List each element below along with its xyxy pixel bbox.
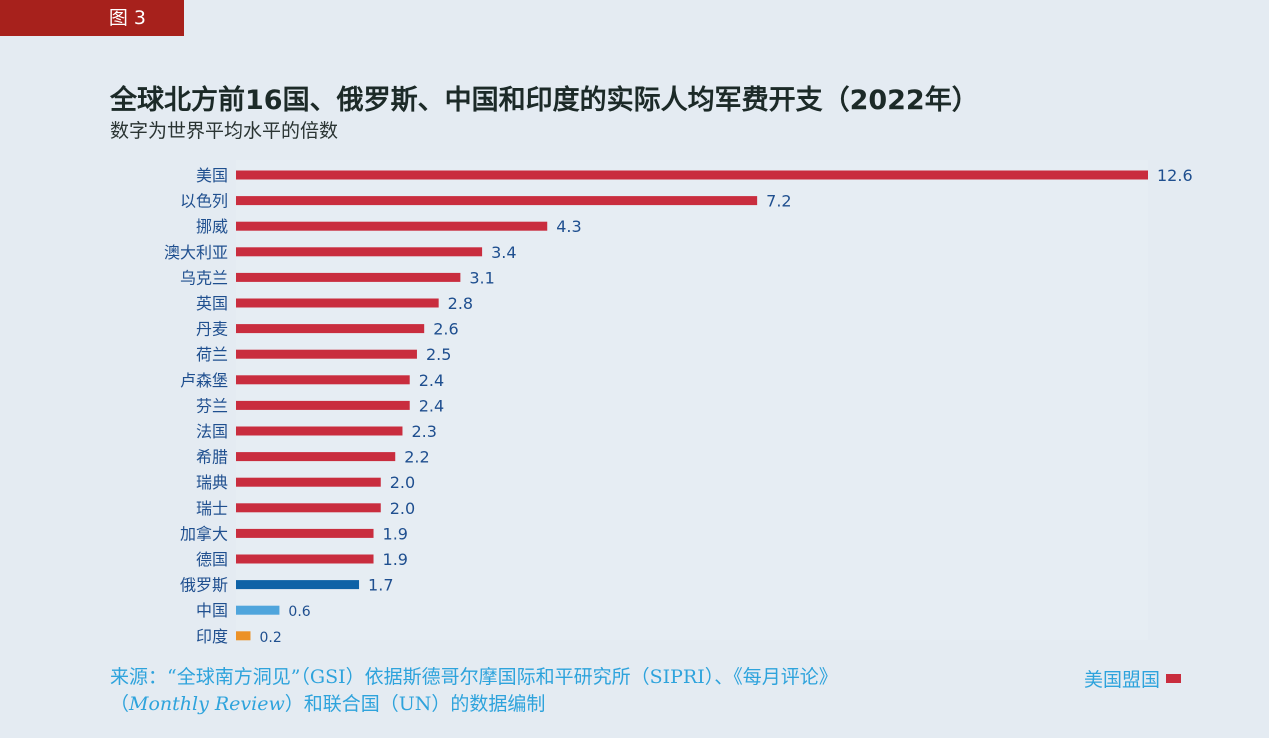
category-label: 法国 (196, 422, 228, 441)
legend-swatch (1166, 674, 1182, 683)
bar (236, 272, 461, 282)
bar (236, 554, 374, 564)
bar (236, 503, 381, 513)
plot-area (236, 160, 1148, 640)
category-label: 以色列 (180, 192, 228, 211)
chart-title: 全球北方前16国、俄罗斯、中国和印度的实际人均军费开支（2022年） (110, 85, 979, 116)
bar (236, 400, 410, 410)
category-label: 中国 (196, 601, 228, 620)
category-label: 希腊 (196, 448, 228, 467)
legend-label: 美国盟国 (1084, 669, 1161, 691)
value-label: 0.2 (259, 630, 281, 646)
value-label: 2.4 (419, 396, 444, 415)
category-label: 卢森堡 (180, 371, 228, 390)
value-label: 3.1 (469, 268, 494, 287)
source-line-1: 来源：“全球南方洞见”（GSI）依据斯德哥尔摩国际和平研究所（SIPRI）、《每… (110, 666, 838, 688)
category-label: 美国 (196, 166, 228, 185)
category-label: 德国 (196, 550, 228, 569)
value-label: 2.4 (419, 371, 444, 390)
category-label: 英国 (196, 294, 228, 313)
value-label: 4.3 (556, 217, 581, 236)
source-journal: Monthly Review (129, 693, 285, 715)
category-label: 挪威 (196, 217, 228, 236)
bar (236, 196, 758, 206)
bar (236, 528, 374, 538)
category-label: 乌克兰 (180, 268, 228, 287)
category-label: 澳大利亚 (164, 243, 228, 262)
value-label: 2.6 (433, 320, 458, 339)
value-label: 2.8 (448, 294, 473, 313)
value-label: 2.2 (404, 448, 429, 467)
category-label: 丹麦 (196, 320, 228, 339)
bar (236, 426, 403, 436)
value-label: 1.7 (368, 576, 393, 595)
category-label: 荷兰 (196, 345, 228, 364)
category-label: 芬兰 (196, 396, 228, 415)
category-label: 印度 (196, 627, 228, 646)
category-label: 俄罗斯 (180, 576, 228, 595)
value-label: 0.6 (288, 604, 310, 620)
source-line-2: （Monthly Review）和联合国（UN）的数据编制 (110, 691, 838, 718)
bar (236, 170, 1148, 180)
bar (236, 452, 396, 462)
value-label: 2.0 (390, 499, 415, 518)
source-note: 来源：“全球南方洞见”（GSI）依据斯德哥尔摩国际和平研究所（SIPRI）、《每… (110, 664, 838, 718)
legend: 美国盟国 (1084, 665, 1182, 692)
bar (236, 605, 280, 615)
bar (236, 298, 439, 308)
source-rest: ）和联合国（UN）的数据编制 (284, 693, 546, 715)
bar (236, 477, 381, 487)
value-label: 7.2 (766, 192, 791, 211)
value-label: 1.9 (383, 524, 408, 543)
value-label: 12.6 (1157, 166, 1193, 185)
figure-label: 图 3 (0, 0, 184, 36)
bar (236, 247, 483, 257)
value-label: 3.4 (491, 243, 516, 262)
chart-subtitle: 数字为世界平均水平的倍数 (110, 120, 339, 142)
category-label: 瑞士 (196, 499, 228, 518)
category-label: 瑞典 (196, 473, 228, 492)
bar (236, 349, 417, 359)
category-label: 加拿大 (180, 524, 228, 543)
bar (236, 221, 548, 231)
value-label: 2.3 (411, 422, 436, 441)
bar (236, 375, 410, 385)
value-label: 1.9 (383, 550, 408, 569)
bar (236, 324, 425, 334)
source-paren: （ (110, 693, 130, 715)
value-label: 2.5 (426, 345, 451, 364)
bar (236, 580, 360, 590)
bar (236, 631, 251, 641)
value-label: 2.0 (390, 473, 415, 492)
